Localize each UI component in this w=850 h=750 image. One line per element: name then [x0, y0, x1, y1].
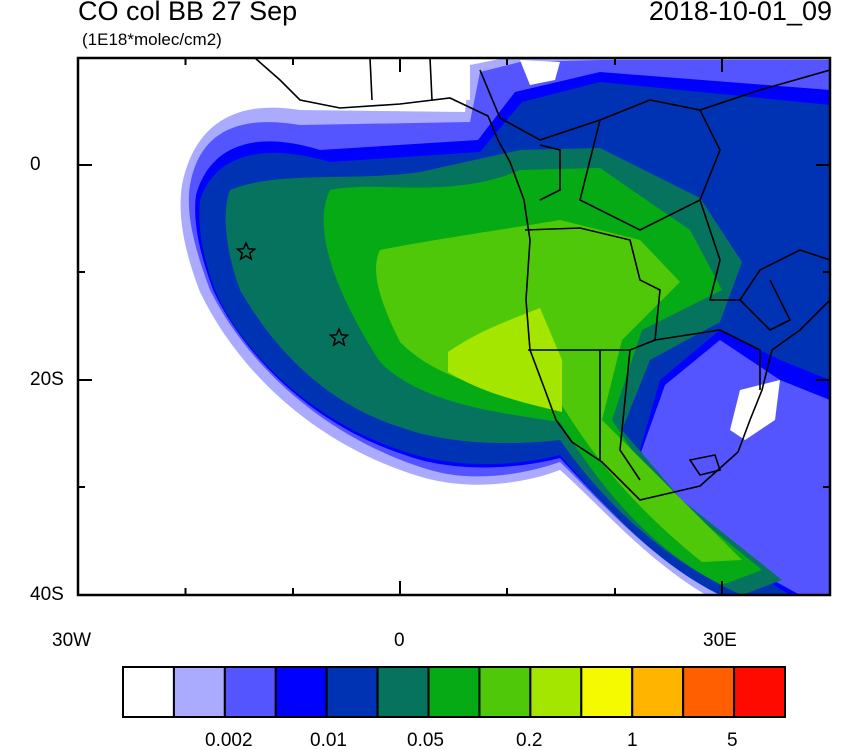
site-markers [235, 241, 350, 347]
x-tick-label: 30E [703, 630, 737, 651]
colorbar-box [733, 666, 786, 718]
plume-level-0.2 [448, 308, 562, 412]
colorbar-label: 0.01 [310, 730, 347, 750]
y-tick-label: 20S [30, 369, 64, 390]
colorbar-label: 5 [727, 730, 738, 750]
coastlines-borders [254, 58, 830, 501]
x-tick-label: 0 [394, 630, 405, 651]
colorbar-box [580, 666, 634, 718]
colorbar-box [223, 666, 277, 718]
star-marker [328, 327, 350, 347]
colorbar-label: 0.2 [516, 730, 543, 750]
colorbar-label: 0.05 [407, 730, 444, 750]
star-marker [235, 241, 257, 261]
colorbar-label: 1 [627, 730, 638, 750]
colorbar-box [274, 666, 328, 718]
axis-ticks [77, 58, 830, 595]
colorbar-box [529, 666, 583, 718]
colorbar-box [631, 666, 685, 718]
x-tick-label: 30W [52, 630, 92, 651]
colorbar-box [682, 666, 736, 718]
timestamp-label: 2018-10-01_09 [648, 0, 832, 26]
colorbar-box [376, 666, 430, 718]
y-tick-label: 40S [30, 584, 64, 605]
colorbar-box [122, 666, 175, 718]
colorbar-box [172, 666, 226, 718]
colorbar-box [325, 666, 379, 718]
colorbar-label: 0.002 [205, 730, 253, 750]
colorbar-box [427, 666, 481, 718]
colorbar-box [478, 666, 532, 718]
colorbar [122, 666, 786, 718]
plume-fill [78, 58, 830, 595]
y-tick-label: 0 [30, 154, 41, 175]
map-title: CO col BB 27 Sep [78, 0, 298, 26]
plot-frame [76, 56, 832, 597]
units-label: (1E18*molec/cm2) [82, 30, 222, 49]
